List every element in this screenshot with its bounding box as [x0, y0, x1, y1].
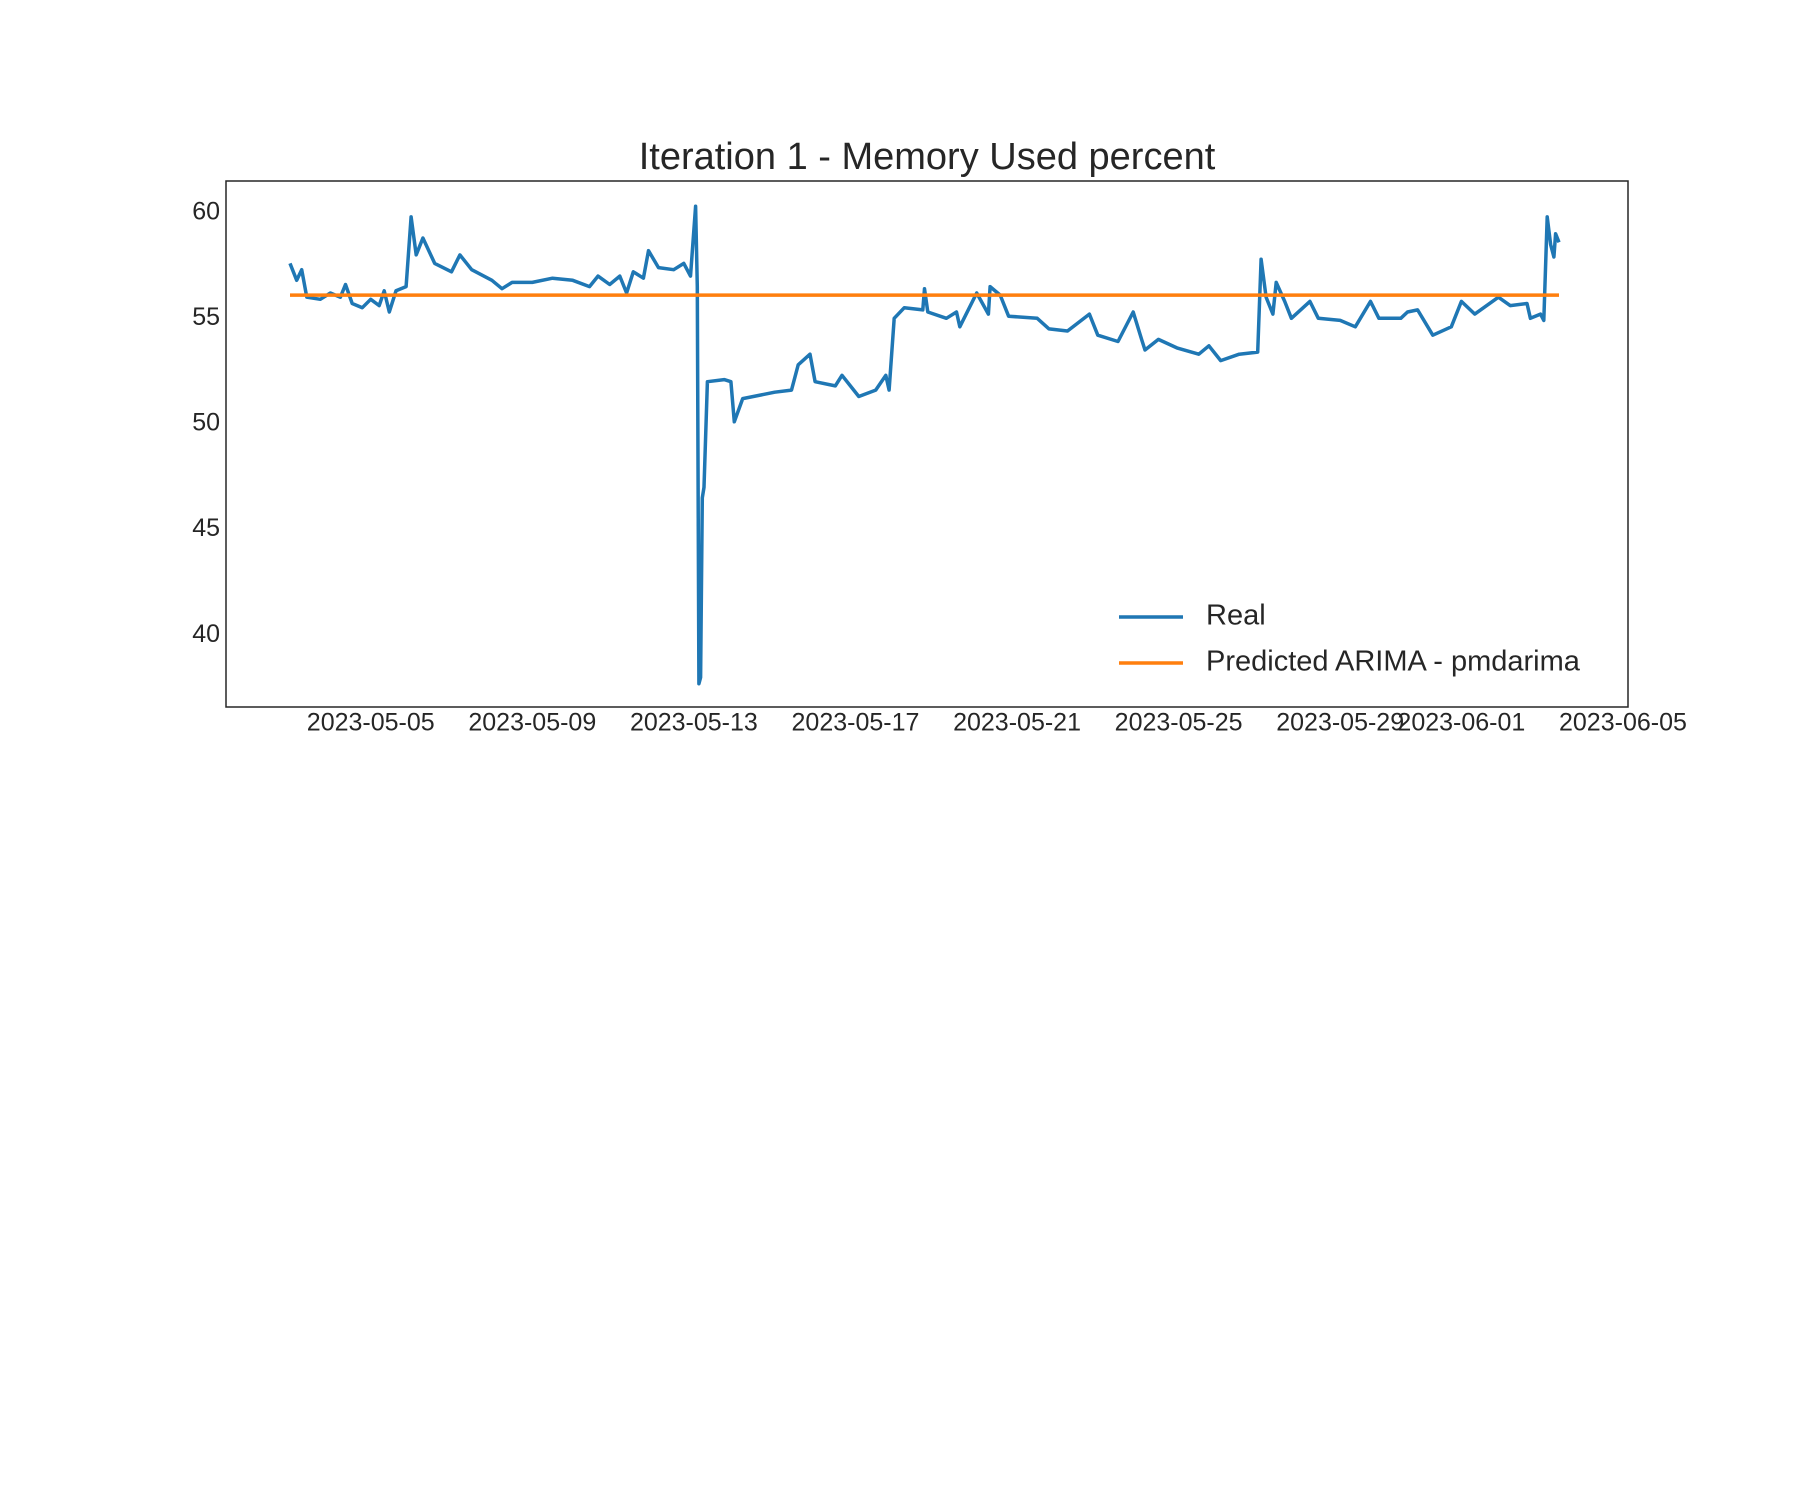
x-tick-label: 2023-05-17 — [792, 709, 920, 737]
y-tick-label: 45 — [192, 514, 220, 542]
series-line — [288, 204, 1561, 686]
y-tick-label: 40 — [192, 620, 220, 648]
legend-label: Real — [1206, 600, 1266, 632]
y-tick-label: 60 — [192, 197, 220, 225]
x-tick-label: 2023-06-01 — [1397, 709, 1525, 737]
x-tick-label: 2023-05-13 — [630, 709, 758, 737]
x-tick-label: 2023-05-21 — [953, 709, 1081, 737]
y-tick-label: 55 — [192, 303, 220, 331]
chart-title: Iteration 1 - Memory Used percent — [639, 136, 1216, 178]
x-tick-label: 2023-05-09 — [468, 709, 596, 737]
x-tick-label: 2023-05-05 — [307, 709, 435, 737]
x-tick-label: 2023-05-25 — [1115, 709, 1243, 737]
legend-label: Predicted ARIMA - pmdarima — [1206, 646, 1581, 678]
x-tick-label: 2023-06-05 — [1559, 709, 1687, 737]
y-tick-label: 50 — [192, 409, 220, 437]
plot-frame — [225, 180, 1629, 708]
x-tick-label: 2023-05-29 — [1276, 709, 1404, 737]
